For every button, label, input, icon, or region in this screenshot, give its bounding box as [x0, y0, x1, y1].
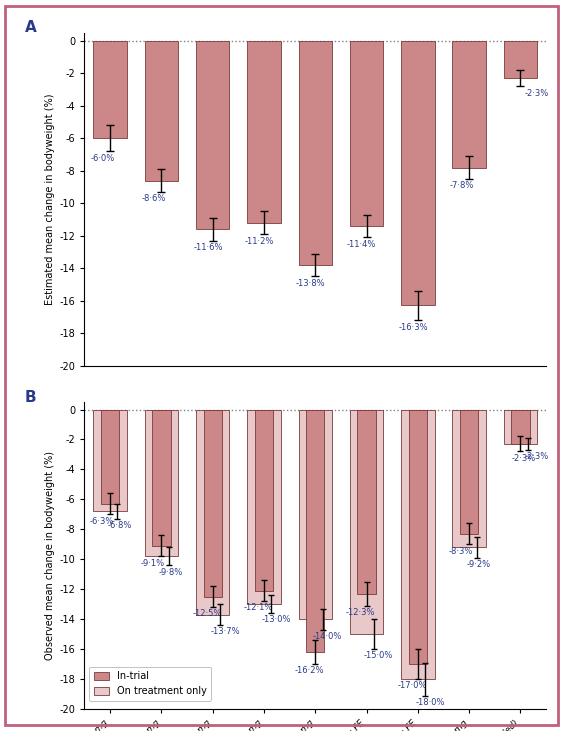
Text: -18·0%: -18·0% [415, 698, 445, 707]
Text: -16·3%: -16·3% [399, 322, 428, 331]
Bar [460, 409, 479, 534]
Text: -11·6%: -11·6% [193, 243, 223, 252]
Bar [145, 409, 178, 556]
Bar [93, 41, 127, 138]
Bar [247, 409, 280, 605]
Bar [298, 409, 332, 619]
Bar [255, 409, 273, 591]
Text: -9·1%: -9·1% [141, 558, 165, 567]
Text: -13·7%: -13·7% [210, 627, 240, 637]
Text: -9·8%: -9·8% [159, 567, 183, 577]
Bar [145, 41, 178, 181]
Text: -9·2%: -9·2% [467, 560, 491, 569]
Text: -2·3%: -2·3% [525, 452, 549, 461]
Text: -6·0%: -6·0% [91, 154, 115, 163]
Bar [358, 409, 376, 594]
Bar [350, 41, 383, 226]
Text: -11·4%: -11·4% [347, 240, 377, 249]
Bar [247, 41, 280, 223]
Bar [350, 409, 383, 635]
Bar [196, 409, 229, 615]
Text: -17·0%: -17·0% [397, 681, 427, 690]
Y-axis label: Observed mean change in bodyweight (%): Observed mean change in bodyweight (%) [46, 451, 55, 660]
Bar [196, 41, 229, 230]
Text: -13·8%: -13·8% [296, 279, 325, 288]
Bar [511, 409, 530, 444]
Bar [306, 409, 324, 652]
Text: -15·0%: -15·0% [364, 651, 394, 660]
Bar [453, 41, 486, 167]
Text: -16·2%: -16·2% [295, 667, 324, 675]
Bar [203, 409, 222, 596]
Text: -14·0%: -14·0% [312, 632, 342, 641]
Text: B: B [24, 390, 36, 405]
Legend: In-trial, On treatment only: In-trial, On treatment only [90, 667, 211, 701]
Bar [401, 41, 435, 306]
Text: -12·5%: -12·5% [192, 610, 222, 618]
Text: -2·3%: -2·3% [511, 454, 535, 463]
Text: A: A [24, 20, 36, 34]
Text: -6·3%: -6·3% [90, 517, 114, 526]
Text: -8·6%: -8·6% [142, 194, 166, 203]
Bar [504, 409, 537, 444]
Text: -12·1%: -12·1% [243, 604, 273, 613]
Bar [298, 41, 332, 265]
Text: -6·8%: -6·8% [108, 521, 132, 530]
Bar [453, 409, 486, 548]
Text: -11·2%: -11·2% [244, 237, 274, 246]
Bar [409, 409, 427, 664]
Y-axis label: Estimated mean change in bodyweight (%): Estimated mean change in bodyweight (%) [46, 94, 55, 305]
Bar [152, 409, 171, 546]
Text: -12·3%: -12·3% [346, 608, 376, 617]
Bar [401, 409, 435, 679]
Text: -13·0%: -13·0% [261, 616, 291, 624]
Bar [101, 409, 119, 504]
Text: -8·3%: -8·3% [449, 547, 473, 556]
Text: -2·3%: -2·3% [525, 89, 549, 98]
Bar [93, 409, 127, 512]
Bar [504, 41, 537, 78]
Text: -7·8%: -7·8% [450, 181, 474, 190]
